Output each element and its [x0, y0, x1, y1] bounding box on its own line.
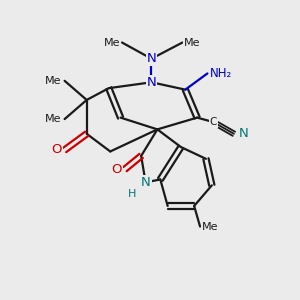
Text: O: O: [112, 163, 122, 176]
Text: N: N: [147, 76, 156, 89]
Text: O: O: [51, 143, 62, 157]
Text: Me: Me: [45, 76, 62, 86]
Text: N: N: [238, 127, 248, 140]
Text: H: H: [128, 189, 136, 199]
Text: N: N: [147, 52, 156, 65]
Text: Me: Me: [184, 38, 200, 47]
Text: NH₂: NH₂: [210, 67, 232, 80]
Text: Me: Me: [45, 114, 62, 124]
Text: N: N: [141, 176, 151, 189]
Text: C: C: [210, 117, 217, 127]
Text: Me: Me: [202, 222, 218, 232]
Text: Me: Me: [104, 38, 121, 47]
